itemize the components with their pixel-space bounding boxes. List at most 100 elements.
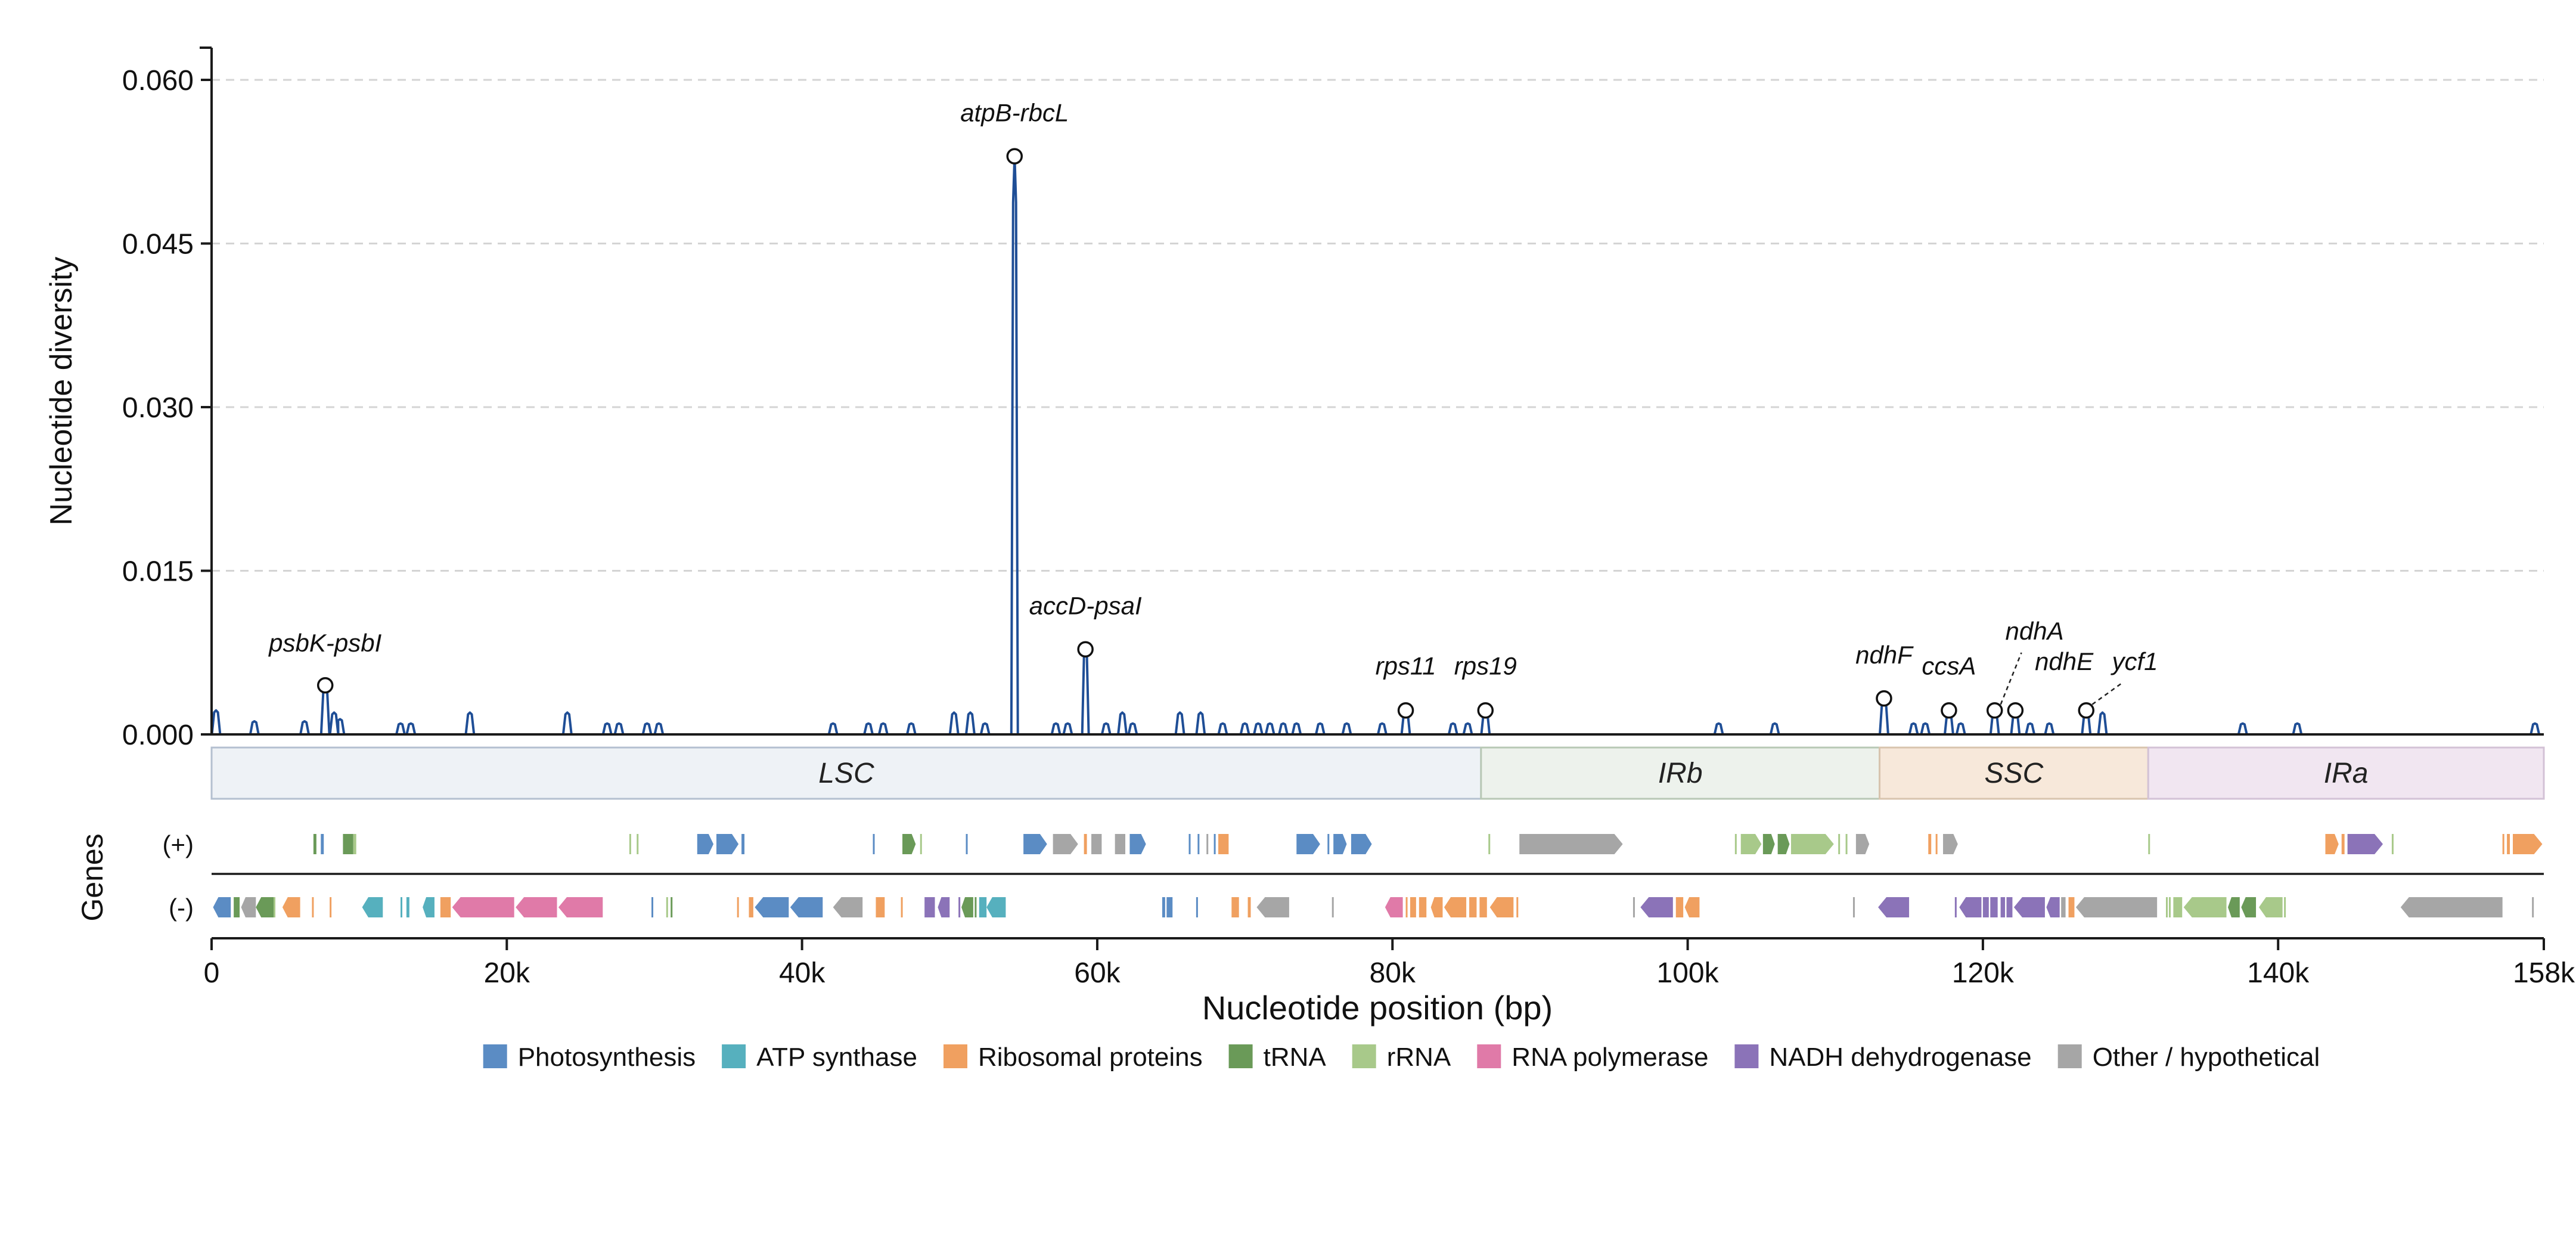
gene-nadh: [2347, 834, 2383, 854]
x-ticks: 0 20k 40k 60k 80k 100k 120k 140k 158k: [204, 938, 2575, 989]
annotation-leader: [2091, 683, 2122, 705]
peak-marker: [1006, 148, 1023, 165]
gene-other: [1852, 897, 1855, 917]
gene-rrna: [1838, 834, 1841, 854]
peak-marker: [2007, 702, 2024, 719]
legend-label: Photosynthesis: [518, 1043, 696, 1072]
legend-item: ATP synthase: [722, 1043, 917, 1072]
gene-photosynthesis: [1351, 834, 1372, 854]
gene-ribosomal: [1231, 897, 1239, 917]
gene-ribosomal: [1935, 834, 1938, 854]
gene-other: [2400, 897, 2503, 917]
gene-photosynthesis: [966, 834, 968, 854]
genome-regions: LSC IRb SSC IRa: [210, 746, 2545, 800]
legend-swatch: [1734, 1044, 1759, 1068]
gene-photosynthesis: [651, 897, 654, 917]
gene-rrna: [2173, 897, 2183, 917]
gene-photosynthesis: [1197, 834, 1200, 854]
gene-rrna: [353, 834, 356, 854]
gene-trna: [234, 897, 240, 917]
gene-atp: [362, 897, 383, 917]
gene-atp: [423, 897, 434, 917]
genes-minus-strand: [213, 897, 2534, 917]
peak-label: ndhA: [2006, 617, 2064, 645]
gene-photosynthesis: [697, 834, 714, 854]
gene-photosynthesis: [213, 897, 231, 917]
strand-minus-label: (-): [169, 894, 194, 922]
gene-ribosomal: [282, 897, 300, 917]
strand-plus-label: (+): [163, 830, 194, 858]
peak-label: ycf1: [2110, 647, 2158, 675]
region-label: SSC: [1985, 758, 2044, 789]
gene-other: [833, 897, 863, 917]
gene-nadh: [1878, 897, 1910, 917]
gene-trna: [902, 834, 916, 854]
gene-nadh: [2013, 897, 2045, 917]
x-tick-label: 20k: [484, 957, 530, 989]
axes: [200, 46, 2544, 736]
gene-ribosomal: [1675, 897, 1684, 917]
legend-item: rRNA: [1352, 1043, 1451, 1072]
gene-photosynthesis: [1188, 834, 1191, 854]
x-axis-label: Nucleotide position (bp): [1202, 989, 1553, 1026]
legend-item: Photosynthesis: [483, 1043, 696, 1072]
gene-other: [2061, 897, 2066, 917]
gene-nadh: [938, 897, 950, 917]
gene-photosynthesis: [1327, 834, 1330, 854]
gene-rrna: [2259, 897, 2283, 917]
gene-rrna: [2391, 834, 2394, 854]
x-tick-label: 0: [204, 957, 220, 989]
gene-photosynthesis: [716, 834, 739, 854]
gene-ribosomal: [312, 897, 314, 917]
gene-trna: [343, 834, 353, 854]
legend-swatch: [1477, 1044, 1501, 1068]
gene-other: [1115, 834, 1126, 854]
legend-label: RNA polymerase: [1512, 1043, 1708, 1072]
gene-photosynthesis: [1023, 834, 1047, 854]
gene-photosynthesis: [1333, 834, 1347, 854]
legend-swatch: [2057, 1044, 2082, 1068]
peak-marker: [1941, 702, 1957, 719]
peak-marker: [316, 677, 334, 694]
gene-ribosomal: [1218, 834, 1229, 854]
gene-rrna: [629, 834, 631, 854]
gene-rrna: [1740, 834, 1762, 854]
legend-label: NADH dehydrogenase: [1769, 1043, 2031, 1072]
legend-label: tRNA: [1264, 1043, 1327, 1072]
gene-ribosomal: [1084, 834, 1087, 854]
gene-ribosomal: [1489, 897, 1514, 917]
gene-atp: [986, 897, 1006, 917]
gene-nadh: [1959, 897, 1982, 917]
legend-item: NADH dehydrogenase: [1734, 1043, 2032, 1072]
gene-ribosomal: [330, 897, 332, 917]
gene-nadh: [2006, 897, 2013, 917]
gene-ribosomal: [2502, 834, 2504, 854]
gene-trna: [671, 897, 673, 917]
y-tick-label: 0.030: [122, 392, 194, 424]
gene-other: [1053, 834, 1078, 854]
gene-rrna: [2183, 897, 2227, 917]
gene-ribosomal: [1419, 897, 1427, 917]
legend-swatch: [944, 1044, 967, 1068]
region-label: IRa: [2324, 758, 2369, 789]
y-ticks: 0.000 0.015 0.030 0.045 0.060: [122, 65, 212, 751]
gene-rrna: [1488, 834, 1491, 854]
gene-photosynthesis: [755, 897, 789, 917]
gene-atp: [979, 897, 987, 917]
peak-annotations: atpB-rbcL accD-psaI psbK-psbI rps11 rps19 ndh…: [268, 99, 2158, 719]
gene-rrna: [1734, 834, 1737, 854]
gridlines: [212, 79, 2544, 572]
gene-nadh: [958, 897, 961, 917]
annotation-leader: [2000, 652, 2022, 705]
legend-swatch: [1228, 1044, 1253, 1068]
gene-photosynthesis: [1166, 897, 1173, 917]
region-box: [1480, 746, 1881, 800]
y-tick-label: 0.000: [122, 720, 194, 751]
legend-label: Ribosomal proteins: [978, 1043, 1203, 1072]
gene-trna: [256, 897, 274, 917]
gene-ribosomal: [1405, 897, 1408, 917]
x-tick-label: 60k: [1074, 957, 1121, 989]
gene-other: [1091, 834, 1102, 854]
gene-ribosomal: [1928, 834, 1932, 854]
